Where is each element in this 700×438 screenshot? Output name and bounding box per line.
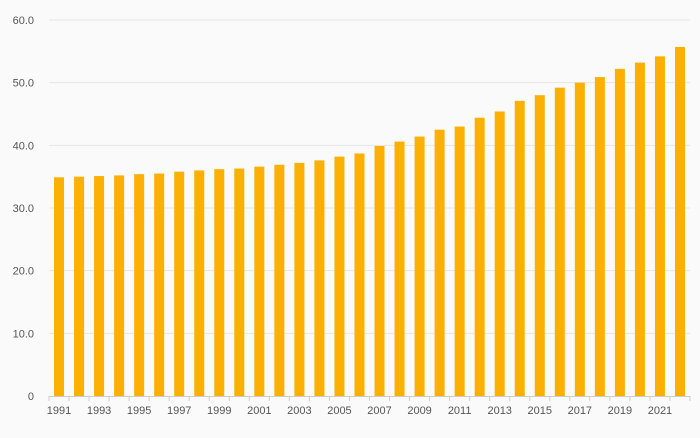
bar-2015: [534, 95, 545, 396]
bar-1997: [174, 171, 185, 396]
x-tick-label: 2005: [327, 405, 351, 417]
bar-1996: [154, 173, 165, 396]
y-tick-label: 20.0: [13, 266, 34, 278]
bar-2003: [294, 162, 305, 396]
bar-1992: [74, 176, 85, 396]
bar-2007: [374, 145, 385, 396]
x-tick-label: 2001: [247, 405, 271, 417]
x-tick-label: 2003: [287, 405, 311, 417]
bar-2008: [394, 141, 405, 396]
y-tick-label: 60.0: [13, 15, 34, 27]
x-tick-label: 1993: [87, 405, 111, 417]
x-tick-label: 2021: [648, 405, 672, 417]
bar-2004: [314, 160, 325, 396]
bar-2020: [634, 62, 645, 396]
x-tick-label: 2017: [568, 405, 592, 417]
bar-2021: [654, 56, 665, 396]
y-tick-label: 50.0: [13, 78, 34, 90]
bar-2012: [474, 117, 485, 396]
x-tick-label: 2009: [407, 405, 431, 417]
bar-2016: [554, 87, 565, 397]
bar-2014: [514, 100, 525, 396]
bar-2002: [274, 164, 285, 396]
bar-2001: [254, 166, 265, 396]
bars: [54, 46, 685, 397]
y-tick-label: 10.0: [13, 328, 34, 340]
bar-2006: [354, 153, 365, 396]
bar-2011: [454, 126, 465, 397]
bar-1993: [94, 176, 105, 396]
x-tick-label: 2015: [528, 405, 552, 417]
x-tick-label: 2007: [367, 405, 391, 417]
bar-1999: [214, 169, 225, 396]
bar-2018: [594, 77, 605, 396]
x-tick-label: 1995: [127, 405, 151, 417]
bar-1991: [54, 177, 65, 396]
bar-2013: [494, 111, 505, 396]
bar-2009: [414, 136, 425, 396]
bar-2022: [674, 46, 685, 397]
y-tick-label: 30.0: [13, 203, 34, 215]
x-tick-label: 2019: [608, 405, 632, 417]
gridlines: [49, 19, 690, 334]
bar-2000: [234, 168, 245, 396]
y-tick-label: 40.0: [13, 140, 34, 152]
bar-1994: [114, 175, 125, 396]
bar-2005: [334, 156, 345, 396]
bar-2010: [434, 129, 445, 396]
x-tick-label: 2011: [448, 405, 472, 417]
bar-2019: [614, 68, 625, 396]
x-tick-label: 1997: [167, 405, 191, 417]
y-tick-label: 0: [28, 391, 34, 403]
y-axis-ticks: 0 10.0 20.0 30.0 40.0 50.0 60.0: [13, 15, 34, 403]
bar-1998: [194, 170, 205, 396]
x-tick-label: 1999: [207, 405, 231, 417]
x-tick-label: 1991: [47, 405, 71, 417]
x-tick-label: 2013: [487, 405, 511, 417]
x-axis: 1991 1993 1995 1997 1999 2001 2003 2005 2007 2009…: [47, 396, 691, 417]
bar-1995: [134, 174, 145, 396]
bar-2017: [574, 82, 585, 397]
